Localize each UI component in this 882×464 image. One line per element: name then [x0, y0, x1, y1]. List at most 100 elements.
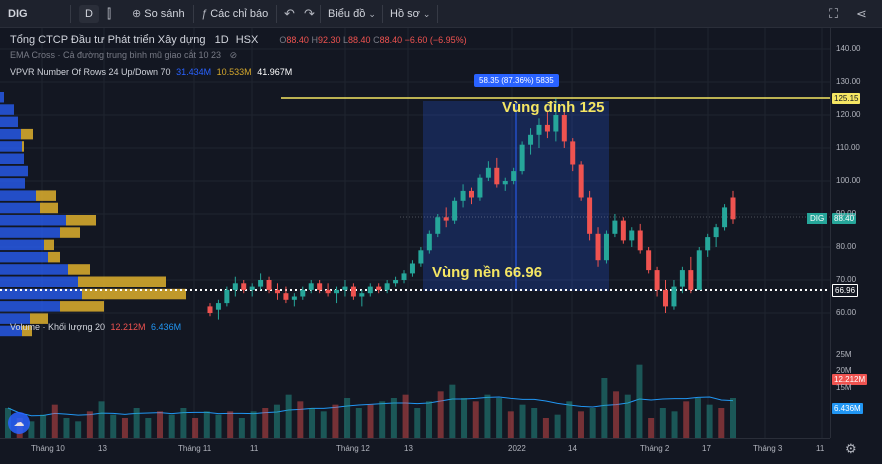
vpvr-down: 10.533M: [216, 67, 252, 77]
interval-button[interactable]: D: [79, 5, 99, 23]
chart-type-button[interactable]: Biểu đồ ⌄: [328, 0, 376, 28]
symbol-search[interactable]: DIG: [8, 8, 28, 20]
candle-body: [612, 220, 618, 234]
candle-body: [587, 197, 593, 234]
peak-annotation[interactable]: Vùng đỉnh 125: [502, 99, 605, 116]
candle-body: [249, 286, 255, 290]
volume-bar: [285, 394, 292, 438]
candle-body: [629, 230, 635, 241]
vp-row-up: [0, 239, 44, 251]
gear-icon[interactable]: ⚙: [845, 441, 857, 456]
candle-body: [232, 283, 238, 290]
eye-off-icon[interactable]: ⊘: [229, 50, 238, 60]
candle-body: [334, 289, 340, 294]
candle-body: [207, 306, 213, 313]
vp-row-up: [0, 227, 60, 238]
candle-body: [393, 280, 399, 284]
candle-body: [544, 124, 550, 132]
volume-bar: [531, 408, 538, 438]
candle-body: [359, 293, 365, 297]
candle-body: [730, 197, 736, 220]
time-tick: 14: [568, 444, 577, 453]
o-label: O: [279, 35, 287, 45]
vp-row-down: [22, 325, 32, 337]
time-tick: 13: [404, 444, 413, 453]
volume-bar: [624, 394, 631, 438]
volume-bar: [168, 414, 175, 438]
legend-volume[interactable]: Volume · Khối lượng 20 12.212M 6.436M: [10, 322, 181, 332]
time-tick: 2022: [508, 444, 526, 453]
base-annotation[interactable]: Vùng nền 66.96: [432, 264, 543, 281]
candle-body: [452, 200, 458, 221]
legend-title[interactable]: Tổng CTCP Đầu tư Phát triển Xây dựng: [10, 34, 206, 46]
range-measure-label[interactable]: 58.35 (87.36%) 5835: [474, 74, 559, 87]
candle-body: [443, 217, 449, 221]
volume-tick: 25M: [836, 349, 852, 359]
candle-body: [637, 230, 643, 251]
volume-bar: [133, 408, 140, 438]
price-chart[interactable]: [0, 28, 882, 463]
base-price-label: 66.96: [832, 284, 859, 297]
candle-body: [376, 286, 382, 290]
price-tick: 140.00: [836, 44, 861, 53]
volume-bar: [449, 384, 456, 438]
legend-vpvr[interactable]: VPVR Number Of Rows 24 Up/Down 70 31.434…: [10, 67, 292, 77]
volume-bar: [51, 404, 58, 438]
volume-price-label: 12.212M: [832, 374, 868, 385]
time-tick: 11: [250, 444, 259, 453]
volume-label: Volume · Khối lượng 20: [10, 322, 105, 332]
change-value: −6.60 (−6.95%): [404, 35, 467, 45]
candle-body: [401, 273, 407, 280]
vp-row-down: [36, 190, 56, 201]
time-tick: Tháng 12: [336, 444, 370, 453]
candles-icon[interactable]: ⫿: [107, 6, 112, 21]
price-tick: 60.00: [836, 308, 857, 317]
legend-ema[interactable]: EMA Cross · Cả đường trung bình mũ giao …: [10, 50, 237, 61]
volume-ma-price-label: 6.436M: [832, 403, 863, 414]
candle-body: [477, 177, 483, 198]
compare-label: So sánh: [144, 8, 185, 20]
o-value: 88.40: [286, 35, 309, 45]
volume-bar: [40, 414, 47, 438]
volume-bars: [5, 364, 736, 438]
cloud-icon[interactable]: ☁: [8, 412, 30, 434]
candle-body: [283, 293, 289, 300]
candle-body: [722, 207, 728, 228]
price-axis[interactable]: [830, 28, 882, 438]
candle-body: [511, 171, 517, 181]
volume-bar: [355, 408, 362, 438]
time-axis[interactable]: [0, 438, 830, 464]
price-tick: 120.00: [836, 110, 861, 119]
vp-row-up: [0, 251, 48, 263]
indicators-button[interactable]: ƒ Các chỉ báo: [201, 0, 268, 28]
share-icon[interactable]: ⋖: [856, 6, 867, 21]
candle-body: [426, 233, 432, 251]
volume-bar: [402, 394, 409, 438]
candle-body: [258, 280, 264, 287]
volume-bar: [706, 404, 713, 438]
volume-bar: [309, 408, 316, 438]
volume-bar: [542, 418, 549, 438]
compare-button[interactable]: ⊕ So sánh: [132, 0, 185, 28]
volume-bar: [730, 398, 736, 438]
profile-button[interactable]: Hồ sơ ⌄: [390, 0, 430, 28]
candle-body: [317, 283, 323, 290]
vp-row-down: [48, 251, 60, 263]
last-price-label: 88.40: [832, 213, 857, 224]
separator: [70, 5, 71, 23]
fullscreen-icon[interactable]: ⛶: [829, 6, 839, 21]
candle-body: [528, 134, 534, 145]
vp-row-up: [0, 190, 36, 201]
volume-bar: [75, 421, 82, 438]
redo-icon[interactable]: ↷: [304, 6, 315, 21]
vp-row-down: [22, 141, 24, 152]
candle-body: [291, 296, 297, 300]
ohlc: O88.40 H92.30 L88.40 C88.40 −6.60 (−6.95…: [279, 35, 466, 45]
undo-icon[interactable]: ↶: [284, 6, 295, 21]
candle-body: [224, 289, 230, 304]
vpvr-up: 31.434M: [176, 67, 212, 77]
separator: [320, 5, 321, 23]
volume-bar: [157, 411, 164, 438]
vp-row-up: [0, 276, 78, 287]
h-label: H: [311, 35, 318, 45]
